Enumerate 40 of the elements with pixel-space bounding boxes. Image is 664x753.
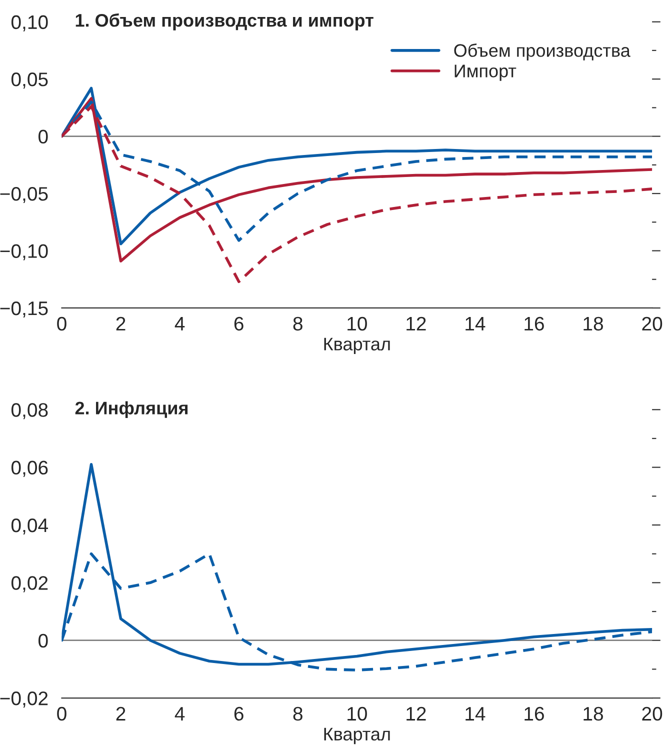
x-tick-label: 16	[524, 316, 544, 331]
x-tick-label: 8	[293, 316, 302, 331]
y-tick-label: 0,02	[11, 576, 48, 592]
y-tick-label: −0,05	[0, 186, 48, 204]
x-tick-label: 6	[234, 316, 244, 331]
x-axis-title: Квартал	[324, 338, 390, 354]
y-tick-label: −0,10	[0, 244, 48, 260]
y-tick-label: −0,15	[0, 301, 48, 318]
x-axis-title: Квартал	[324, 728, 390, 744]
y-tick-label: 0,10	[11, 15, 48, 32]
x-tick-label: 14	[466, 707, 486, 720]
x-tick-label: 20	[642, 316, 662, 331]
x-tick-label: 12	[406, 316, 426, 330]
x-tick-label: 4	[174, 317, 185, 330]
y-tick-label: 0,06	[11, 460, 48, 477]
x-tick-label: 0	[57, 316, 66, 331]
x-tick-label: 16	[524, 706, 544, 721]
x-tick-label: 2	[116, 706, 126, 720]
x-tick-label: 10	[348, 316, 367, 331]
x-tick-label: 12	[406, 706, 426, 720]
y-tick-label: 0,04	[11, 518, 48, 535]
legend-label: Объем производства	[454, 44, 630, 60]
x-tick-label: 0	[57, 706, 66, 721]
y-tick-label: −0,02	[0, 692, 48, 708]
x-tick-label: 8	[293, 706, 302, 721]
y-tick-label: 0	[38, 634, 48, 648]
y-tick-label: 0,08	[11, 403, 48, 420]
y-tick-label: 0	[38, 130, 48, 144]
chart-title: 1. Объем производства и импорт	[76, 13, 374, 30]
x-tick-label: 4	[174, 707, 185, 720]
y-tick-label: 0,05	[11, 72, 48, 89]
x-tick-label: 6	[234, 706, 244, 721]
x-tick-label: 18	[584, 706, 603, 721]
x-tick-label: 14	[466, 317, 486, 330]
x-tick-label: 10	[348, 706, 367, 721]
chart-title: 2. Инфляция	[75, 401, 188, 418]
x-tick-label: 20	[642, 706, 662, 721]
x-tick-label: 18	[584, 316, 603, 331]
x-tick-label: 2	[116, 316, 126, 330]
legend-label: Импорт	[454, 64, 516, 81]
